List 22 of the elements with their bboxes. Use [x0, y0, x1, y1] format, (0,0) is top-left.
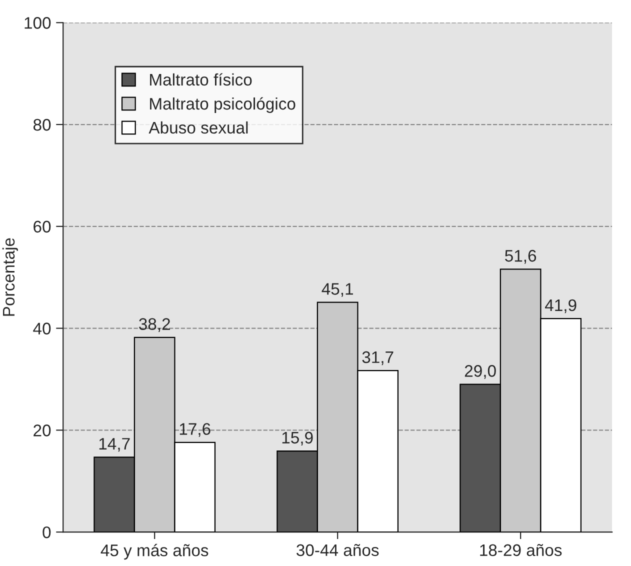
legend-label: Abuso sexual — [148, 121, 248, 134]
x-tick-label: 18-29 años — [480, 544, 562, 556]
data-label: 41,9 — [545, 299, 576, 314]
data-label: 15,9 — [282, 432, 313, 446]
x-tick-label: 30-44 años — [296, 544, 379, 556]
legend-label: Maltrato físico — [150, 73, 252, 86]
y-tick-label: 60 — [34, 220, 51, 233]
data-label: 29,0 — [464, 365, 496, 379]
y-tick-label: 0 — [42, 526, 51, 538]
x-tick-label: 45 y más años — [100, 544, 208, 560]
data-label: 31,7 — [362, 351, 394, 366]
data-label: 51,6 — [505, 250, 536, 264]
data-label: 14,7 — [99, 438, 130, 452]
y-tick-label: 100 — [24, 17, 51, 29]
y-tick-label: 20 — [34, 424, 51, 436]
y-tick-label: 80 — [33, 118, 51, 131]
data-label: 17,6 — [180, 423, 210, 437]
y-axis-title: Porcentaje — [2, 238, 18, 316]
legend-label: Maltrato psicológico — [150, 97, 296, 113]
data-label: 45,1 — [322, 283, 353, 297]
y-tick-label: 40 — [33, 322, 51, 334]
data-label: 38,2 — [139, 318, 170, 332]
